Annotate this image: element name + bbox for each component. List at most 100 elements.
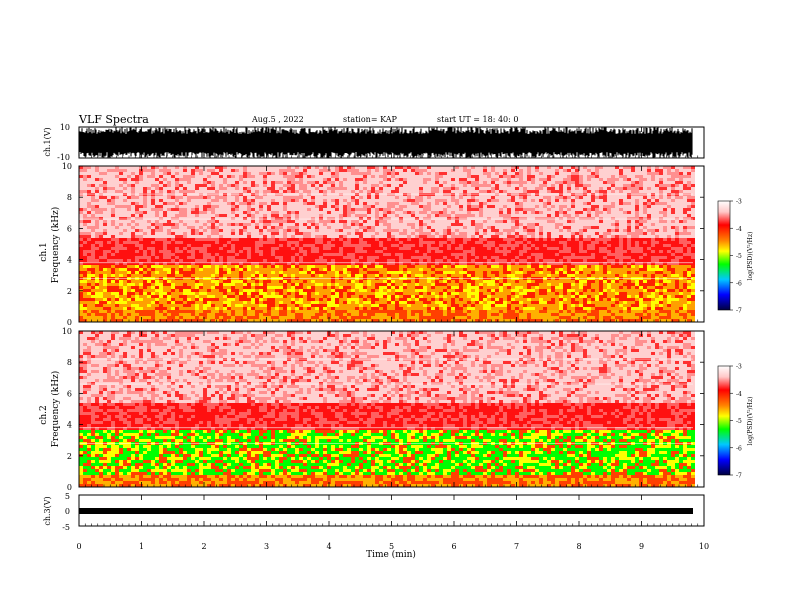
spectrogram-cell xyxy=(263,208,267,211)
spectrogram-cell xyxy=(639,169,643,172)
spectrogram-cell xyxy=(395,208,399,211)
spectrogram-cell xyxy=(379,217,383,220)
spectrogram-cell xyxy=(79,178,83,181)
spectrogram-cell xyxy=(555,190,559,193)
spectrogram-cell xyxy=(327,247,331,250)
spectrogram-cell xyxy=(407,223,411,226)
spectrogram-cell xyxy=(655,214,659,217)
spectrogram-cell xyxy=(651,202,655,205)
spectrogram-cell xyxy=(483,187,487,190)
spectrogram-cell xyxy=(279,199,283,202)
spectrogram-cell xyxy=(655,235,659,238)
spectrogram-cell xyxy=(427,193,431,196)
spectrogram-cell xyxy=(579,187,583,190)
spectrogram-cell xyxy=(235,235,239,238)
spectrogram-cell xyxy=(79,193,83,196)
spectrogram-cell xyxy=(587,181,591,184)
spectrogram-cell xyxy=(411,193,415,196)
spectrogram-cell xyxy=(587,253,591,256)
spectrogram-cell xyxy=(207,226,211,229)
spectrogram-cell xyxy=(123,196,127,199)
spectrogram-cell xyxy=(291,223,295,226)
spectrogram-cell xyxy=(359,241,363,244)
spectrogram-cell xyxy=(195,214,199,217)
spectrogram-cell xyxy=(675,250,679,253)
spectrogram-cell xyxy=(503,190,507,193)
spectrogram-cell xyxy=(619,172,623,175)
spectrogram-cell xyxy=(107,193,111,196)
spectrogram-cell xyxy=(555,166,559,169)
spectrogram-cell xyxy=(499,196,503,199)
spectrogram-cell xyxy=(79,184,83,187)
spectrogram-cell xyxy=(415,217,419,220)
spectrogram-cell xyxy=(103,253,107,256)
spectrogram-cell xyxy=(559,244,563,247)
spectrogram-cell xyxy=(119,193,123,196)
spectrogram-cell xyxy=(627,184,631,187)
spectrogram-cell xyxy=(459,196,463,199)
spectrogram-cell xyxy=(227,178,231,181)
spectrogram-cell xyxy=(395,220,399,223)
spectrogram-cell xyxy=(451,223,455,226)
spectrogram-cell xyxy=(255,223,259,226)
spectrogram-cell xyxy=(259,259,263,262)
spectrogram-cell xyxy=(199,205,203,208)
spectrogram-cell xyxy=(675,217,679,220)
spectrogram-cell xyxy=(543,202,547,205)
spectrogram-cell xyxy=(675,196,679,199)
spectrogram-cell xyxy=(423,229,427,232)
spectrogram-cell xyxy=(91,229,95,232)
spectrogram-cell xyxy=(491,205,495,208)
spectrogram-cell xyxy=(83,253,87,256)
spectrogram-cell xyxy=(679,223,683,226)
spectrogram-cell xyxy=(323,214,327,217)
spectrogram-cell xyxy=(519,256,523,259)
spectrogram-cell xyxy=(367,208,371,211)
spectrogram-cell xyxy=(647,220,651,223)
spectrogram-cell xyxy=(691,250,695,253)
spectrogram-cell xyxy=(179,229,183,232)
spectrogram-cell xyxy=(207,211,211,214)
spectrogram-cell xyxy=(399,226,403,229)
spectrogram-cell xyxy=(559,238,563,241)
spectrogram-cell xyxy=(403,199,407,202)
spectrogram-cell xyxy=(419,166,423,169)
spectrogram-cell xyxy=(387,211,391,214)
spectrogram-cell xyxy=(183,184,187,187)
spectrogram-cell xyxy=(175,235,179,238)
spectrogram-cell xyxy=(183,193,187,196)
spectrogram-cell xyxy=(187,217,191,220)
spectrogram-cell xyxy=(207,220,211,223)
spectrogram-cell xyxy=(391,259,395,262)
spectrogram-cell xyxy=(211,253,215,256)
spectrogram-cell xyxy=(299,256,303,259)
spectrogram-cell xyxy=(407,238,411,241)
spectrogram-cell xyxy=(395,181,399,184)
spectrogram-cell xyxy=(135,199,139,202)
spectrogram-cell xyxy=(503,175,507,178)
spectrogram-cell xyxy=(123,214,127,217)
spectrogram-cell xyxy=(163,226,167,229)
spectrogram-cell xyxy=(523,259,527,262)
spectrogram-cell xyxy=(351,241,355,244)
spectrogram-cell xyxy=(687,241,691,244)
spectrogram-cell xyxy=(347,181,351,184)
spectrogram-cell xyxy=(379,166,383,169)
spectrogram-cell xyxy=(523,226,527,229)
spectrogram-cell xyxy=(407,235,411,238)
spectrogram-cell xyxy=(159,220,163,223)
spectrogram-cell xyxy=(499,229,503,232)
spectrogram-cell xyxy=(339,220,343,223)
spectrogram-cell xyxy=(407,202,411,205)
spectrogram-cell xyxy=(247,250,251,253)
spectrogram-cell xyxy=(431,250,435,253)
spectrogram-cell xyxy=(567,253,571,256)
spectrogram-cell xyxy=(519,247,523,250)
spectrogram-cell xyxy=(623,211,627,214)
spectrogram-cell xyxy=(579,238,583,241)
spectrogram-cell xyxy=(159,196,163,199)
spectrogram-cell xyxy=(183,214,187,217)
spectrogram-cell xyxy=(619,250,623,253)
spectrogram-cell xyxy=(563,181,567,184)
spectrogram-cell xyxy=(335,211,339,214)
